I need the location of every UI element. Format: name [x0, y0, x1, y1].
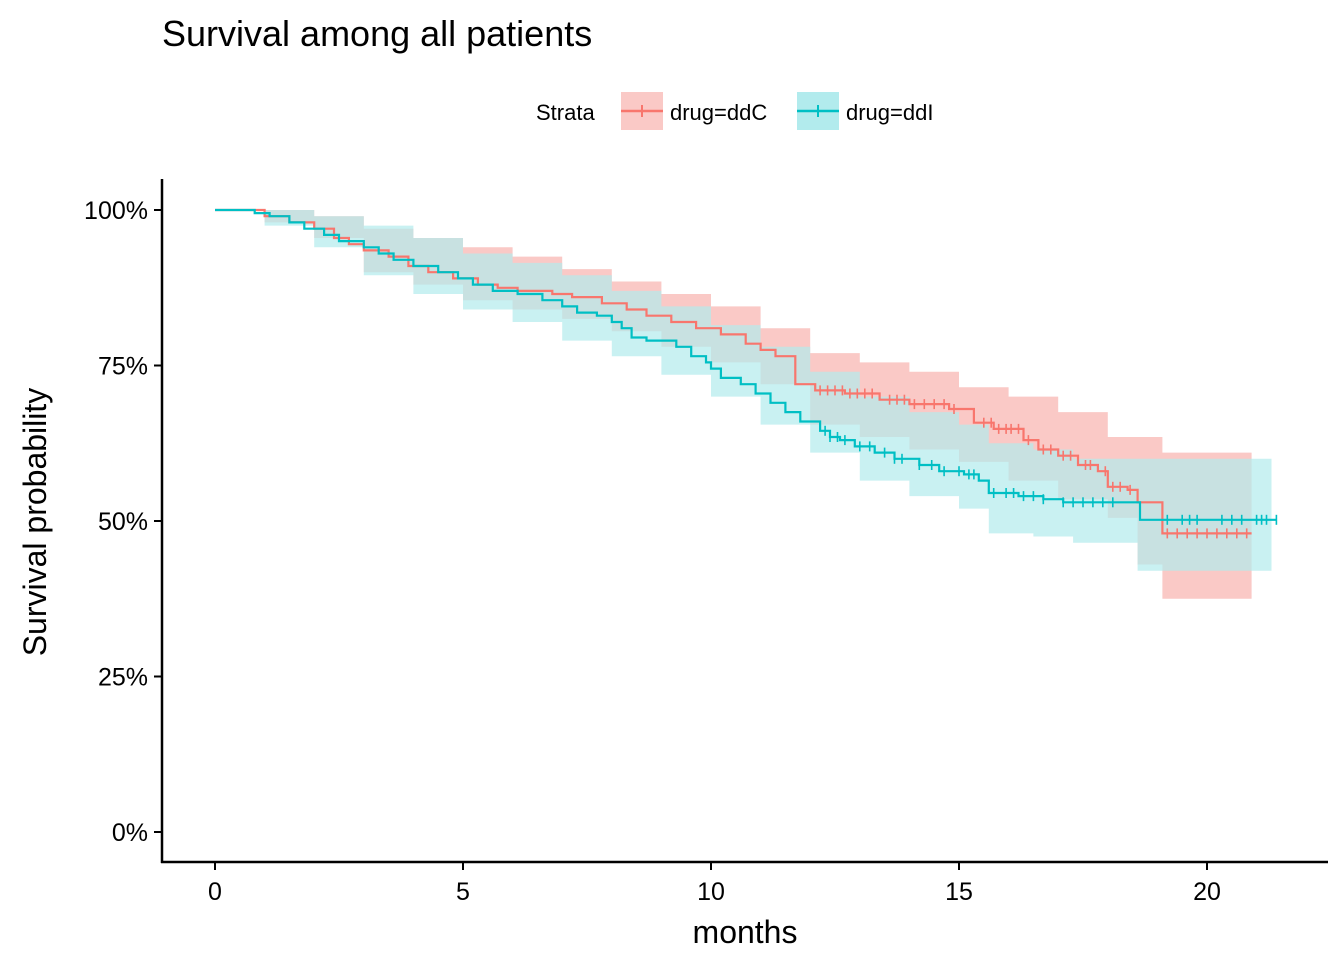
- x-tick-label: 0: [208, 878, 222, 906]
- censor-marks: [819, 385, 1278, 539]
- x-tick-label: 15: [945, 878, 973, 906]
- y-tick-label: 100%: [84, 197, 148, 225]
- y-tick-label: 75%: [98, 353, 148, 381]
- legend-title: Strata: [536, 100, 595, 125]
- y-tick-label: 50%: [98, 508, 148, 536]
- y-tick-label: 25%: [98, 664, 148, 692]
- x-axis-title: months: [693, 914, 798, 950]
- x-tick-label: 10: [697, 878, 725, 906]
- y-ticks: 0% 25% 50% 75% 100%: [84, 197, 162, 847]
- y-axis-title: Survival probability: [17, 388, 53, 657]
- x-tick-label: 5: [456, 878, 470, 906]
- y-tick-label: 0%: [112, 819, 148, 847]
- legend-label-ddi: drug=ddI: [846, 100, 933, 125]
- confidence-bands: [215, 210, 1272, 599]
- ci-band-drug-ddi: [215, 210, 1272, 571]
- legend-label-ddc: drug=ddC: [670, 100, 767, 125]
- chart-title: Survival among all patients: [162, 13, 592, 54]
- x-tick-label: 20: [1193, 878, 1221, 906]
- survival-curve-drug-ddc: [215, 208, 1252, 535]
- x-ticks: 0 5 10 15 20: [208, 862, 1221, 906]
- legend: Strata drug=ddC drug=ddI: [536, 92, 933, 130]
